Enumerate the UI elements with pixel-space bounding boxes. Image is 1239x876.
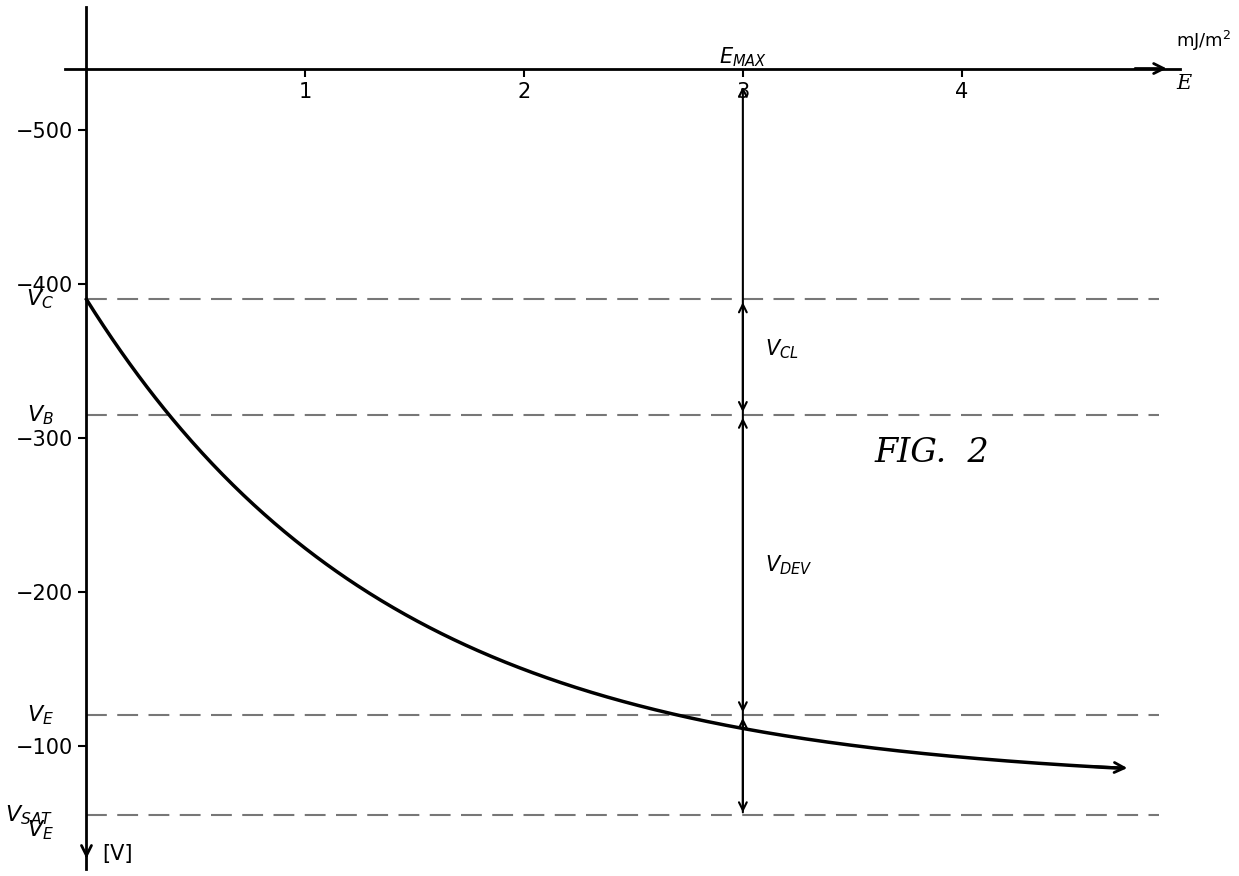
Text: E: E bbox=[1176, 74, 1192, 94]
Text: FIG.  2: FIG. 2 bbox=[875, 437, 989, 470]
Text: $V_C$: $V_C$ bbox=[26, 287, 53, 311]
Text: [V]: [V] bbox=[102, 844, 133, 864]
Text: $V_{CL}$: $V_{CL}$ bbox=[764, 337, 798, 361]
Text: $V_E$: $V_E$ bbox=[27, 703, 53, 727]
Text: $V_{DEV}$: $V_{DEV}$ bbox=[764, 554, 813, 576]
Text: $V_{SAT}$: $V_{SAT}$ bbox=[5, 803, 53, 827]
Text: $V_B$: $V_B$ bbox=[27, 403, 53, 427]
Text: $E_{MAX}$: $E_{MAX}$ bbox=[719, 46, 767, 69]
Text: $V_E$: $V_E$ bbox=[27, 819, 53, 843]
Text: mJ/m$^2$: mJ/m$^2$ bbox=[1176, 29, 1232, 53]
